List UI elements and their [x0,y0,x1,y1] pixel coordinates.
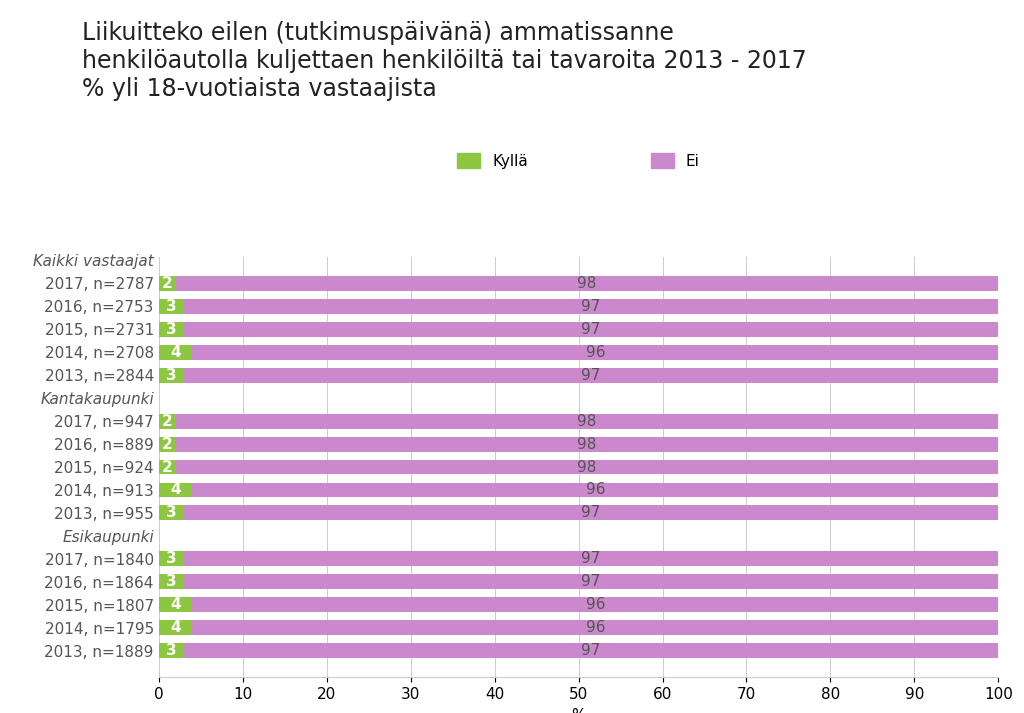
Text: 3: 3 [166,299,176,314]
Bar [184,506,998,520]
Bar [159,344,193,359]
Text: 98: 98 [578,276,597,291]
Bar [159,551,184,566]
Text: 97: 97 [582,506,601,520]
Text: 4: 4 [170,597,181,612]
Bar [193,344,998,359]
Text: 97: 97 [582,322,601,337]
Text: 2: 2 [162,459,172,475]
Bar [159,620,193,635]
Bar [159,368,184,383]
Text: 97: 97 [582,299,601,314]
Text: 97: 97 [582,643,601,658]
Text: 3: 3 [166,643,176,658]
Bar [184,299,998,314]
Bar [193,483,998,498]
Bar [159,575,184,590]
Bar [175,460,998,474]
Bar [175,414,998,429]
Text: 96: 96 [586,597,605,612]
Bar [159,414,175,429]
Text: 4: 4 [170,483,181,498]
Bar [159,597,193,612]
Text: 4: 4 [170,620,181,635]
Bar [184,551,998,566]
Text: 2: 2 [162,276,172,291]
Text: 97: 97 [582,368,601,383]
Bar [184,322,998,337]
Text: 3: 3 [166,322,176,337]
Bar [159,436,175,451]
Bar [193,597,998,612]
Bar [184,575,998,590]
Bar [159,322,184,337]
Text: 2: 2 [162,414,172,429]
Text: 4: 4 [170,344,181,359]
Text: 96: 96 [586,483,605,498]
Text: 96: 96 [586,620,605,635]
Bar [159,276,175,291]
Bar [159,643,184,658]
Text: 3: 3 [166,551,176,566]
Text: 96: 96 [586,344,605,359]
Bar [184,368,998,383]
Text: 3: 3 [166,575,176,590]
Text: 97: 97 [582,575,601,590]
Text: 3: 3 [166,506,176,520]
Bar [175,436,998,451]
Text: 98: 98 [578,414,597,429]
Bar [159,299,184,314]
Text: Liikuitteko eilen (tutkimuspäivänä) ammatissanne
henkilöautolla kuljettaen henki: Liikuitteko eilen (tutkimuspäivänä) amma… [82,21,807,101]
Text: 98: 98 [578,459,597,475]
Text: 98: 98 [578,436,597,451]
X-axis label: %: % [571,707,586,713]
Text: 97: 97 [582,551,601,566]
Bar [159,506,184,520]
Text: 2: 2 [162,436,172,451]
Bar [159,460,175,474]
Text: 3: 3 [166,368,176,383]
Bar [175,276,998,291]
Legend: Kyllä, Ei: Kyllä, Ei [452,147,706,175]
Bar [184,643,998,658]
Bar [193,620,998,635]
Bar [159,483,193,498]
